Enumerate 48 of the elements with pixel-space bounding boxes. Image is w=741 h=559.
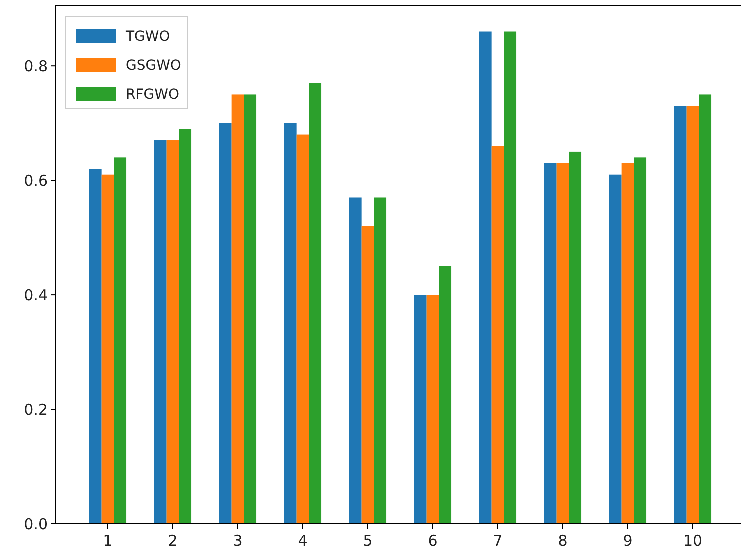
- bar: [634, 158, 647, 524]
- bar: [114, 158, 127, 524]
- legend-label: TGWO: [125, 28, 170, 45]
- bar: [244, 94, 257, 524]
- bar: [296, 134, 310, 524]
- bar: [284, 123, 297, 524]
- bar: [362, 226, 374, 524]
- bar: [609, 174, 622, 524]
- bar: [686, 106, 700, 524]
- bar: [349, 198, 362, 524]
- bar: [569, 152, 582, 524]
- y-tick-label: 0.2: [24, 400, 48, 419]
- x-tick-label: 2: [168, 532, 178, 550]
- bar: [479, 32, 492, 524]
- bar: [674, 106, 687, 524]
- x-tick-label: 1: [103, 532, 113, 550]
- x-tick-label: 7: [493, 532, 503, 550]
- bar: [309, 83, 322, 524]
- bar: [556, 163, 570, 524]
- bar: [89, 169, 102, 524]
- bar: [219, 123, 232, 524]
- bar: [544, 163, 557, 524]
- x-tick-label: 9: [623, 532, 633, 550]
- bar: [699, 94, 712, 524]
- x-tick-label: 3: [233, 532, 243, 550]
- bar: [439, 266, 452, 524]
- x-tick-label: 4: [298, 532, 308, 550]
- x-tick-label: 10: [683, 532, 703, 550]
- x-tick-label: 6: [428, 532, 438, 550]
- y-tick-label: 0.6: [24, 172, 48, 190]
- x-tick-label: 8: [558, 532, 568, 550]
- bar: [414, 295, 427, 524]
- legend-label: GSGWO: [126, 58, 182, 74]
- y-tick-label: 0.0: [24, 515, 48, 534]
- bar: [492, 146, 504, 524]
- bar: [426, 295, 440, 524]
- bar: [179, 129, 192, 524]
- bar: [166, 140, 180, 524]
- bar: [504, 32, 517, 524]
- bar: [154, 140, 167, 524]
- y-tick-label: 0.8: [24, 57, 48, 76]
- bar: [374, 198, 387, 524]
- bar: [232, 94, 244, 524]
- legend-label: RFGWO: [126, 86, 180, 103]
- bar: [622, 163, 634, 524]
- x-tick-label: 5: [363, 532, 373, 550]
- bar: [102, 174, 114, 524]
- y-tick-label: 0.4: [24, 286, 48, 304]
